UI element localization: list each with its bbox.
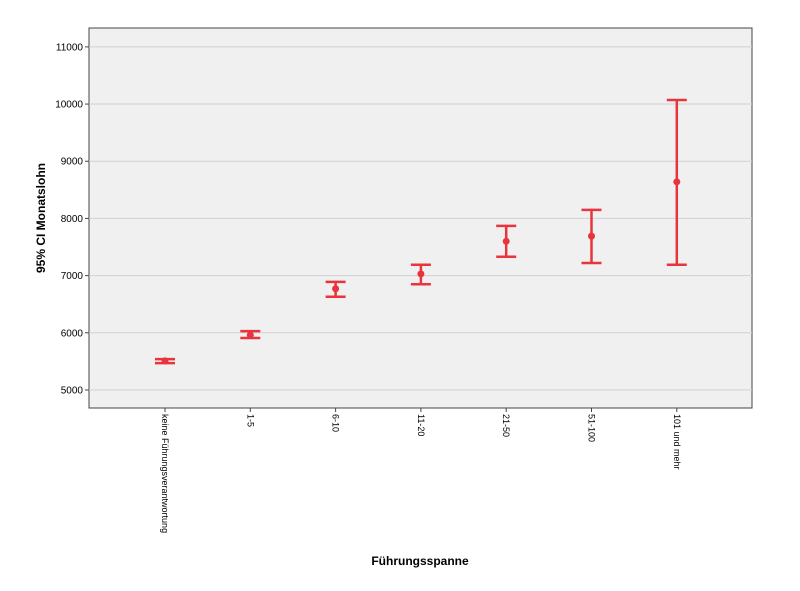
y-tick-label: 5000	[61, 385, 84, 396]
mean-point	[332, 285, 340, 293]
y-tick-label: 11000	[56, 42, 84, 53]
y-axis-title: 95% CI Monatslohn	[34, 163, 48, 273]
mean-point	[502, 237, 510, 245]
x-tick-label: 21-50	[501, 414, 511, 437]
y-tick-label: 6000	[61, 328, 84, 339]
x-tick-label: 11-20	[416, 414, 426, 436]
mean-point	[588, 232, 595, 240]
x-tick-label: 1-5	[245, 414, 255, 427]
y-tick-label: 9000	[61, 157, 84, 168]
mean-point	[417, 270, 425, 278]
y-tick-label: 8000	[61, 214, 84, 225]
mean-point	[673, 178, 681, 186]
x-tick-label: 51-100	[587, 414, 597, 442]
y-tick-label: 7000	[61, 271, 84, 282]
x-tick-label: keine Führungsverantwortung	[160, 414, 170, 533]
x-tick-label: 6-10	[331, 414, 341, 432]
x-tick-label: 101 und mehr	[672, 414, 682, 470]
x-axis-title: Führungsspanne	[371, 554, 469, 568]
mean-point	[246, 331, 254, 339]
y-tick-label: 10000	[55, 100, 83, 111]
mean-point	[161, 357, 169, 365]
